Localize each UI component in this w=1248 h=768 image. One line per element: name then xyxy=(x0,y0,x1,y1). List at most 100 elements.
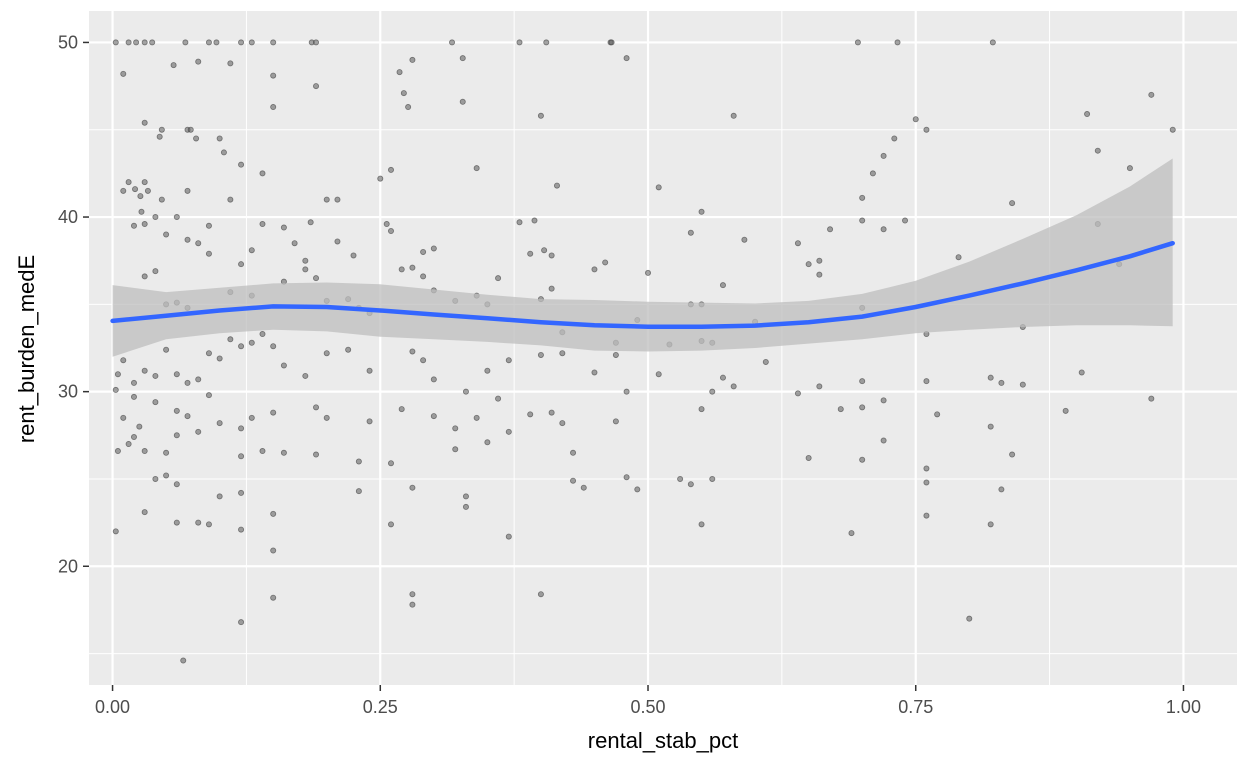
data-point xyxy=(1019,381,1026,388)
data-point xyxy=(591,266,598,273)
data-point xyxy=(163,449,170,456)
data-point xyxy=(409,348,416,355)
data-point xyxy=(216,493,223,500)
data-point xyxy=(141,221,148,228)
data-point xyxy=(1009,200,1016,207)
data-point xyxy=(141,367,148,374)
x-tick-label: 1.00 xyxy=(1166,697,1201,717)
data-point xyxy=(848,530,855,537)
data-point xyxy=(655,371,662,378)
smooth-line xyxy=(110,240,1175,329)
data-point xyxy=(205,350,212,357)
data-point xyxy=(163,472,170,479)
data-point xyxy=(270,547,277,554)
data-point xyxy=(387,166,394,173)
data-point xyxy=(473,414,480,421)
data-point xyxy=(205,392,212,399)
data-point xyxy=(259,331,266,338)
data-point xyxy=(136,423,143,430)
data-point xyxy=(141,273,148,280)
data-point xyxy=(987,374,994,381)
data-point xyxy=(158,196,165,203)
data-point xyxy=(149,39,156,46)
data-point xyxy=(516,39,523,46)
data-point xyxy=(409,264,416,271)
data-point xyxy=(205,222,212,229)
data-point xyxy=(141,509,148,516)
data-point xyxy=(762,358,769,365)
data-point xyxy=(125,39,132,46)
data-point xyxy=(141,179,148,186)
y-axis: 20 30 40 50 xyxy=(58,32,89,576)
data-point xyxy=(120,70,127,77)
data-point xyxy=(238,526,245,533)
data-point xyxy=(531,217,538,224)
data-point xyxy=(816,257,823,264)
data-point xyxy=(114,371,121,378)
data-point xyxy=(923,465,930,472)
data-point xyxy=(238,425,245,432)
data-point xyxy=(805,261,812,268)
data-point xyxy=(270,72,277,79)
data-point xyxy=(719,282,726,289)
data-point xyxy=(130,434,137,441)
data-point xyxy=(430,376,437,383)
data-point xyxy=(559,350,566,357)
data-point xyxy=(184,187,191,194)
data-point xyxy=(484,367,491,374)
data-point xyxy=(430,413,437,420)
y-axis-title: rent_burden_medE xyxy=(14,255,39,443)
data-point xyxy=(541,247,548,254)
data-point xyxy=(366,367,373,374)
data-point xyxy=(227,196,234,203)
data-point xyxy=(505,357,512,364)
y-tick-label: 20 xyxy=(58,556,78,576)
data-point xyxy=(608,39,615,46)
data-point xyxy=(141,119,148,126)
data-point xyxy=(195,428,202,435)
data-point xyxy=(1094,147,1101,154)
data-point xyxy=(987,521,994,528)
data-point xyxy=(302,257,309,264)
data-point xyxy=(1148,395,1155,402)
data-point xyxy=(459,98,466,105)
data-point xyxy=(420,273,427,280)
data-point xyxy=(473,165,480,172)
data-point xyxy=(527,411,534,418)
x-tick-label: 0.75 xyxy=(898,697,933,717)
data-point xyxy=(400,90,407,97)
data-point xyxy=(313,83,320,90)
data-point xyxy=(505,533,512,540)
data-point xyxy=(334,238,341,245)
data-point xyxy=(409,591,416,598)
data-point xyxy=(313,451,320,458)
y-tick-label: 50 xyxy=(58,32,78,52)
data-point xyxy=(156,133,163,140)
data-point xyxy=(912,116,919,123)
data-point xyxy=(132,186,139,193)
data-point xyxy=(205,39,212,46)
data-point xyxy=(816,271,823,278)
data-point xyxy=(698,406,705,413)
data-point xyxy=(163,346,170,353)
data-point xyxy=(130,393,137,400)
data-point xyxy=(173,519,180,526)
data-point xyxy=(955,254,962,261)
data-point xyxy=(1169,126,1176,133)
data-point xyxy=(730,383,737,390)
data-point xyxy=(270,594,277,601)
data-point xyxy=(462,388,469,395)
data-point xyxy=(216,420,223,427)
data-point xyxy=(880,397,887,404)
data-point xyxy=(238,161,245,168)
data-point xyxy=(313,404,320,411)
data-point xyxy=(623,474,630,481)
data-point xyxy=(677,475,684,482)
data-point xyxy=(355,458,362,465)
data-point xyxy=(238,619,245,626)
data-point xyxy=(152,475,159,482)
data-point xyxy=(133,39,140,46)
data-point xyxy=(195,519,202,526)
data-point xyxy=(302,372,309,379)
data-point xyxy=(141,448,148,455)
